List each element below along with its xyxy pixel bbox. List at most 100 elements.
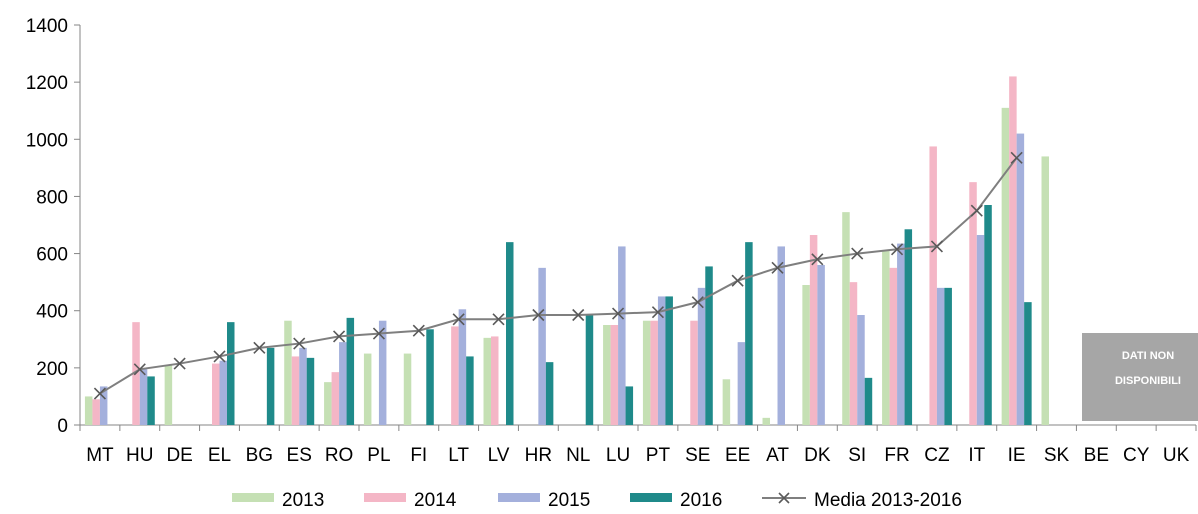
x-tick-label: ES	[287, 445, 312, 466]
bar-2015-EE	[737, 342, 746, 425]
bar-2016-SI	[864, 377, 873, 425]
bar-2014-EL	[212, 363, 220, 425]
legend-item-2015: 2015	[498, 490, 590, 511]
bar-2015-PL	[378, 320, 387, 425]
bar-2013-FI	[403, 353, 412, 425]
x-tick-label: CY	[1123, 445, 1150, 466]
bar-2014-PT	[650, 320, 658, 425]
bar-2016-IT	[984, 205, 992, 425]
not-available-box	[1082, 333, 1198, 421]
average-marker	[930, 240, 943, 253]
y-tick-label: 0	[57, 416, 68, 437]
bar-2015-MT	[99, 386, 108, 425]
bar-2013-AT	[762, 417, 770, 425]
y-tick-label: 1200	[26, 73, 68, 94]
x-tick-label: NL	[566, 445, 590, 466]
x-tick-label: FI	[410, 445, 427, 466]
bars	[84, 76, 1049, 426]
average-marker	[691, 296, 704, 309]
bar-2014-LT	[451, 326, 459, 425]
bar-2015-FR	[897, 243, 905, 425]
average-marker	[651, 306, 664, 319]
average-marker	[253, 341, 266, 354]
bar-2013-MT	[84, 396, 93, 425]
not-available-label: DATI NON	[1122, 350, 1174, 362]
x-tick-label: HU	[126, 445, 153, 466]
legend-marker	[778, 492, 790, 504]
bar-2013-IE	[1001, 107, 1010, 425]
legend-label: 2015	[548, 490, 590, 511]
x-tick-label: CZ	[924, 445, 950, 466]
axes: 0 200 400 600 800 1000 1200 1400	[26, 16, 1197, 437]
legend-swatch	[232, 493, 274, 502]
bar-2014-LU	[610, 325, 619, 425]
bar-2016-LV	[506, 242, 514, 425]
average-marker	[612, 307, 625, 320]
bar-2016-LU	[625, 386, 634, 425]
average-marker	[492, 313, 505, 326]
x-tick-label: SI	[848, 445, 866, 466]
bar-2015-LT	[458, 309, 467, 425]
bar-2016-RO	[346, 317, 355, 425]
average-marker	[771, 261, 784, 274]
legend: 2013 2014 2015 2016 Media 2013-2016	[232, 490, 962, 511]
bar-2016-IE	[1024, 302, 1032, 425]
x-tick-label: RO	[325, 445, 354, 466]
x-tick-label: DK	[804, 445, 831, 466]
average-marker	[133, 363, 146, 376]
x-tick-label: LU	[606, 445, 630, 466]
x-tick-label: FR	[884, 445, 909, 466]
bar-2016-FI	[426, 329, 434, 425]
bar-2013-DE	[164, 365, 173, 425]
x-tick-label: PL	[367, 445, 390, 466]
bar-2015-LU	[618, 246, 626, 425]
bar-2016-HU	[147, 376, 155, 425]
bar-2016-BG	[266, 347, 275, 425]
x-tick-label: PT	[646, 445, 671, 466]
bar-2016-LT	[466, 356, 474, 425]
bar-2016-EL	[227, 322, 235, 425]
bar-2014-DK	[809, 235, 818, 425]
bar-2015-IT	[976, 235, 985, 425]
bar-2015-SE	[697, 287, 706, 425]
legend-item-2016: 2016	[630, 490, 722, 511]
average-marker	[173, 357, 186, 370]
bar-2016-NL	[585, 315, 594, 425]
bar-2015-HR	[538, 267, 546, 425]
y-tick-label: 200	[36, 359, 68, 380]
average-marker	[970, 204, 983, 217]
bar-2015-EL	[219, 360, 227, 425]
bar-2014-LV	[491, 336, 499, 425]
bar-2014-SI	[849, 282, 858, 425]
average-marker	[891, 243, 904, 256]
bar-2016-ES	[306, 357, 315, 425]
legend-label: 2014	[414, 490, 457, 511]
bar-2016-CZ	[944, 287, 952, 425]
average-marker	[532, 308, 545, 322]
x-tick-label: IT	[968, 445, 985, 466]
average-marker	[293, 337, 306, 350]
bar-2013-LU	[603, 325, 611, 425]
average-marker	[572, 308, 585, 322]
not-available-label: DISPONIBILI	[1115, 375, 1181, 387]
x-tick-label: LT	[448, 445, 469, 466]
x-tick-label: DE	[166, 445, 192, 466]
annotation-group: DATI NON DISPONIBILI	[1082, 333, 1198, 421]
x-tick-label: BE	[1084, 445, 1109, 466]
bar-2015-DK	[817, 265, 825, 425]
average-marker	[372, 327, 385, 340]
x-tick-label: IE	[1008, 445, 1026, 466]
bar-2015-ES	[299, 347, 307, 425]
legend-label: Media 2013-2016	[814, 490, 962, 511]
legend-item-average: Media 2013-2016	[762, 490, 962, 511]
x-tick-label: EE	[725, 445, 750, 466]
bar-2014-SE	[690, 320, 698, 425]
x-tick-label: MT	[86, 445, 114, 466]
bar-2013-PL	[363, 353, 372, 425]
average-marker	[1010, 151, 1023, 164]
y-tick-label: 800	[36, 187, 68, 208]
bar-2016-SE	[705, 266, 713, 425]
bar-2015-SI	[857, 315, 865, 425]
legend-swatch	[498, 493, 540, 502]
average-line	[99, 157, 1018, 395]
